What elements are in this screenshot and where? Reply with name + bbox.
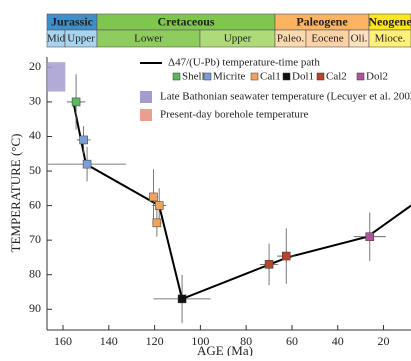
y-tick-label: 40 (29, 128, 41, 142)
y-tick-label: 60 (29, 197, 41, 211)
y-tick-label: 20 (29, 59, 41, 73)
temperature-path (72, 101, 411, 301)
legend-label: Δ47/(U-Pb) temperature-time path (168, 57, 320, 69)
point (177, 294, 187, 304)
point (365, 232, 375, 241)
y-tick-label: 90 (29, 301, 41, 315)
legend-label: Dol1 (292, 71, 314, 83)
legend-label: Cal2 (326, 71, 347, 83)
epoch-label: Eocene (311, 33, 343, 45)
epoch-label: Lower (134, 33, 163, 45)
epoch-label: Upper (67, 33, 95, 45)
x-tick-label: 100 (191, 334, 209, 348)
y-tick-label: 80 (29, 266, 41, 280)
epoch-label: Mioce. (375, 33, 406, 45)
x-tick-label: 80 (240, 334, 252, 348)
x-tick-label: 60 (286, 334, 298, 348)
point (71, 97, 81, 107)
legend-label: Present-day borehole temperature (160, 109, 309, 121)
y-tick-label: 70 (29, 232, 41, 246)
epoch-label: Oli. (351, 33, 368, 45)
point (149, 192, 158, 202)
x-axis-label: AGE (Ma) (197, 343, 253, 356)
x-tick-label: 160 (54, 334, 72, 348)
epoch-label: Mid (47, 33, 66, 45)
point (152, 218, 162, 228)
x-tick-label: 120 (146, 334, 164, 348)
legend-marker (203, 72, 212, 81)
legend-label: Micrite (213, 71, 245, 83)
y-tick-label: 30 (29, 94, 41, 108)
legend-marker (282, 72, 291, 81)
y-axis-label: TEMPERATURE (°C) (8, 134, 23, 253)
point (264, 260, 274, 269)
legend-swatch (140, 91, 152, 103)
point (154, 201, 164, 210)
band (47, 62, 66, 92)
epoch-label: Upper (224, 33, 252, 45)
legend-swatch (140, 109, 152, 121)
period-label: Neogene (368, 14, 411, 28)
x-tick-label: 20 (378, 334, 390, 348)
legend-label: Dol2 (366, 71, 388, 83)
point (82, 159, 92, 169)
point (281, 251, 291, 261)
y-tick-label: 50 (29, 163, 41, 177)
legend-label: Shell (182, 71, 205, 83)
point (79, 135, 88, 145)
legend-marker (250, 72, 259, 81)
legend-marker (172, 72, 181, 81)
legend-marker (356, 72, 365, 81)
period-label: Paleogene (296, 14, 348, 28)
legend-marker (316, 72, 325, 81)
legend-label: Cal1 (260, 71, 281, 83)
legend-label: Late Bathonian seawater temperature (Lec… (160, 91, 411, 103)
period-label: Jurassic (51, 14, 94, 28)
x-tick-label: 140 (100, 334, 118, 348)
epoch-label: Paleo. (277, 33, 304, 45)
period-label: Cretaceous (157, 14, 214, 28)
epoch-box (368, 29, 411, 48)
x-tick-label: 40 (332, 334, 344, 348)
